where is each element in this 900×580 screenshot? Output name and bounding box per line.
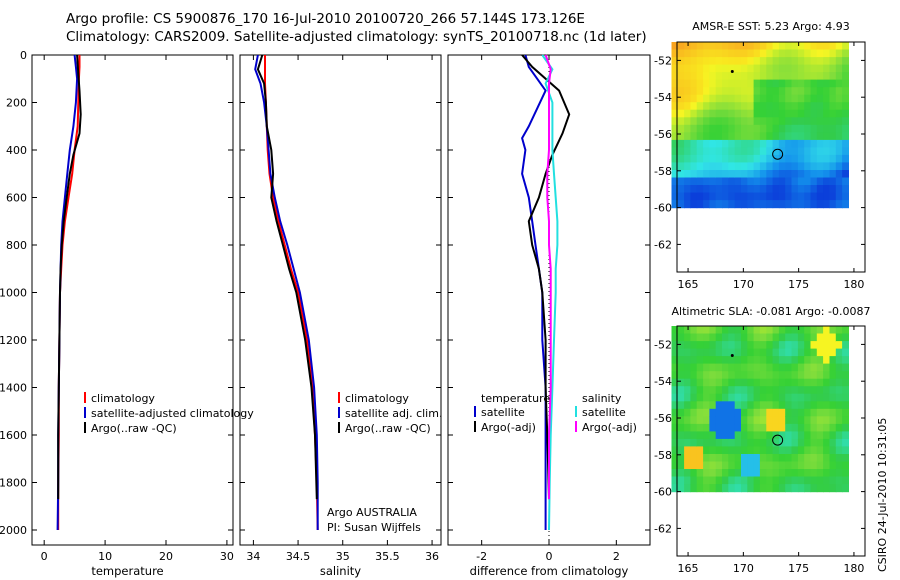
sst-map-heatmap-cells	[671, 42, 849, 209]
series-line-climatology	[264, 55, 319, 531]
salinity-legend-item: climatology	[345, 392, 409, 405]
x-tick-label: 165	[678, 278, 699, 291]
y-tick-label: 1800	[0, 477, 27, 490]
x-tick-label: 170	[733, 562, 754, 575]
x-tick-label: 35	[336, 550, 350, 563]
island-marker	[730, 353, 734, 357]
y-tick-label: 1600	[0, 429, 27, 442]
y-tick-label: -62	[654, 522, 672, 535]
difference-legend-salinity-title: salinity	[582, 392, 622, 405]
y-tick-label: -52	[654, 338, 672, 351]
y-tick-label: 1000	[0, 287, 27, 300]
sla-map-panel: Altimetric SLA: -0.081 Argo: -0.0087 165 1…	[654, 305, 870, 575]
argo-position-marker	[772, 148, 784, 160]
x-tick-label: 10	[98, 550, 112, 563]
x-tick-label: 0	[546, 550, 553, 563]
x-tick-label: 36	[425, 550, 439, 563]
y-tick-label: 1200	[0, 334, 27, 347]
difference-legend-item: Argo(-adj)	[481, 421, 536, 434]
x-tick-label: 30	[220, 550, 234, 563]
x-tick-label: 175	[788, 562, 809, 575]
x-tick-label: 34	[246, 550, 260, 563]
x-tick-label: 20	[159, 550, 173, 563]
salinity-profile-frame	[239, 54, 442, 546]
x-tick-label: 0	[41, 550, 48, 563]
series-line-temperature-argo-adj-	[521, 54, 571, 500]
figure-title-line2: Climatology: CARS2009. Satellite-adjuste…	[66, 29, 647, 45]
series-line-argo-raw-qc-	[256, 54, 318, 500]
salinity-legend-item: satellite adj. clim.	[345, 407, 442, 420]
y-tick-label: -60	[654, 202, 672, 215]
x-tick-label: 165	[678, 562, 699, 575]
argo-pi-label: PI: Susan Wijffels	[327, 521, 421, 534]
difference-legend-item: Argo(-adj)	[582, 421, 637, 434]
temperature-profile-xlabel: temperature	[91, 564, 163, 578]
series-line-satellite-adj-clim-	[254, 54, 319, 530]
temperature-legend-item: satellite-adjusted climatology	[91, 407, 254, 420]
difference-legend-temperature-title: temperature	[481, 392, 550, 405]
argo-agency-label: Argo AUSTRALIA	[327, 506, 417, 519]
x-tick-label: -2	[476, 550, 487, 563]
sst-map-frame	[676, 41, 866, 273]
figure-title-line1: Argo profile: CS 5900876_170 16-Jul-2010…	[66, 11, 585, 27]
sst-map-title: AMSR-E SST: 5.23 Argo: 4.93	[692, 20, 850, 33]
y-tick-label: 200	[6, 97, 27, 110]
y-tick-label: -58	[654, 449, 672, 462]
y-tick-label: 0	[20, 49, 27, 62]
salinity-profile-xlabel: salinity	[320, 564, 361, 578]
temperature-profile-panel: 0 10 20 30 0 200 400 600 800 1000 1200 1400 1600 1800…	[0, 49, 234, 578]
y-tick-label: -62	[654, 238, 672, 251]
sla-map-heatmap-cells	[671, 326, 849, 493]
x-tick-label: 34.5	[286, 550, 311, 563]
y-tick-label: -60	[654, 486, 672, 499]
y-tick-label: -56	[654, 128, 672, 141]
salinity-profile-panel: 34 34.5 35 35.5 36 salinity	[239, 54, 442, 578]
difference-legend-item: satellite	[582, 406, 626, 419]
y-tick-label: -56	[654, 412, 672, 425]
y-tick-label: 800	[6, 239, 27, 252]
island-marker	[730, 69, 734, 73]
sst-map-panel: AMSR-E SST: 5.23 Argo: 4.93 165 170 175 180 -…	[654, 20, 866, 291]
difference-profile-xlabel: difference from climatology	[470, 564, 629, 578]
series-line-climatology	[57, 55, 81, 530]
y-tick-label: 600	[6, 192, 27, 205]
x-tick-label: 35.5	[375, 550, 400, 563]
y-tick-label: 400	[6, 144, 27, 157]
x-tick-label: 175	[788, 278, 809, 291]
x-tick-label: 180	[843, 562, 864, 575]
figure-timestamp: CSIRO 24-Jul-2010 10:31:05	[876, 417, 889, 572]
y-tick-label: -54	[654, 375, 672, 388]
y-tick-label: 1400	[0, 382, 27, 395]
x-tick-label: 180	[843, 278, 864, 291]
temperature-legend-item: Argo(..raw -QC)	[91, 422, 177, 435]
y-tick-label: -54	[654, 91, 672, 104]
series-line-salinity-argo-adj-	[544, 54, 552, 500]
series-line-salinity-satellite	[541, 54, 559, 531]
sla-map-frame	[676, 325, 866, 557]
y-tick-label: -58	[654, 165, 672, 178]
x-tick-label: 170	[733, 278, 754, 291]
series-line-argo-raw-qc-	[57, 54, 82, 500]
temperature-profile-frame	[31, 54, 234, 546]
sla-map-title: Altimetric SLA: -0.081 Argo: -0.0087	[672, 305, 871, 318]
temperature-legend-item: climatology	[91, 392, 155, 405]
salinity-legend-item: Argo(..raw -QC)	[345, 422, 431, 435]
difference-legend-item: satellite	[481, 406, 525, 419]
y-tick-label: 2000	[0, 524, 27, 537]
x-tick-label: 2	[613, 550, 620, 563]
argo-position-marker	[772, 434, 784, 446]
y-tick-label: -52	[654, 54, 672, 67]
